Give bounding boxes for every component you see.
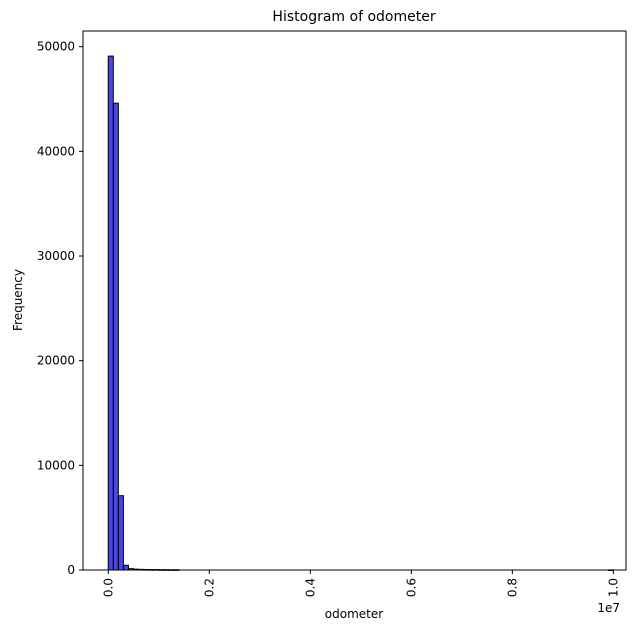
chart-title: Histogram of odometer — [272, 9, 435, 25]
y-tick-label: 0 — [67, 563, 75, 577]
x-tick-label: 0.4 — [303, 578, 317, 597]
x-tick-label: 0.2 — [202, 578, 216, 597]
y-tick-label: 30000 — [37, 249, 75, 263]
x-axis-label: odometer — [325, 607, 383, 621]
histogram-bar — [122, 564, 129, 571]
histogram-bar — [117, 495, 124, 571]
x-axis-ticks: 0.0 0.2 0.4 0.6 0.8 1.0 — [101, 570, 620, 597]
x-tick-label: 1.0 — [606, 578, 620, 597]
x-tick-label: 0.8 — [505, 578, 519, 597]
x-tick-label: 0.0 — [101, 578, 115, 597]
histogram-bar — [112, 102, 119, 571]
y-axis-label: Frequency — [11, 269, 25, 331]
y-tick-label: 50000 — [37, 40, 75, 54]
y-axis-ticks: 0 10000 20000 30000 40000 50000 — [37, 40, 83, 577]
histogram-bar — [107, 55, 114, 571]
histogram-bars — [107, 55, 614, 571]
y-tick-label: 20000 — [37, 354, 75, 368]
x-tick-label: 0.6 — [404, 578, 418, 597]
plot-area-frame — [82, 30, 627, 571]
y-tick-label: 40000 — [37, 144, 75, 158]
y-tick-label: 10000 — [37, 458, 75, 472]
x-axis-offset-label: 1e7 — [597, 601, 620, 615]
